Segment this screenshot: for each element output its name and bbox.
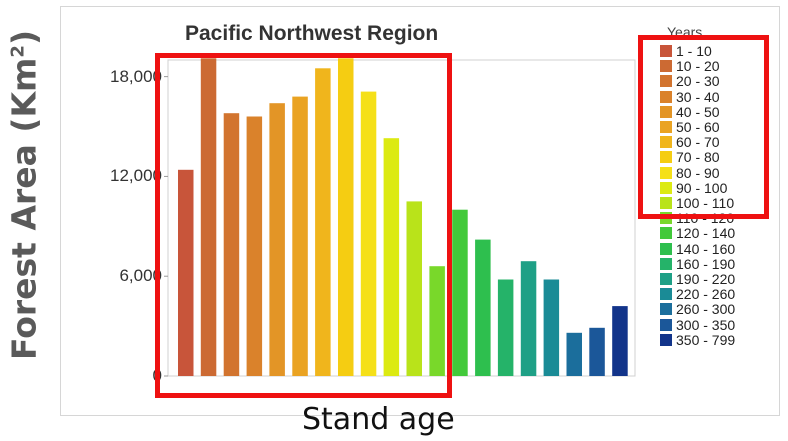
legend-item: 120 - 140 — [660, 226, 735, 240]
bar-60-70 — [315, 68, 331, 377]
legend-swatch — [660, 90, 672, 103]
legend-item: 1 - 10 — [660, 44, 712, 58]
legend-item: 140 - 160 — [660, 242, 735, 256]
bar-140-160 — [475, 239, 491, 376]
legend-swatch — [660, 105, 672, 118]
legend-label: 100 - 110 — [676, 195, 735, 211]
bar-70-80 — [338, 58, 354, 377]
bar-100-110 — [406, 201, 422, 376]
legend-swatch — [660, 60, 672, 73]
chart-title: Pacific Northwest Region — [185, 22, 439, 45]
legend-label: 50 - 60 — [676, 119, 720, 135]
x-axis-label: Stand age — [302, 402, 455, 437]
legend-label: 10 - 20 — [676, 58, 720, 75]
legend-swatch — [660, 227, 672, 240]
legend-swatch — [660, 151, 672, 164]
legend-label: 90 - 100 — [676, 179, 728, 196]
legend-label: 220 - 260 — [676, 286, 736, 303]
legend-label: 350 - 799 — [676, 331, 736, 348]
bar-30-40 — [246, 116, 263, 376]
legend-label: 30 - 40 — [676, 88, 720, 105]
legend-item: 220 - 260 — [660, 287, 735, 301]
y-tick-label: 12,000 — [110, 166, 162, 186]
legend-label: 160 - 190 — [676, 255, 736, 272]
legend-label: 80 - 90 — [676, 164, 720, 181]
legend-swatch — [660, 166, 672, 179]
legend-item: 70 - 80 — [660, 150, 720, 164]
legend-label: 300 - 350 — [676, 316, 736, 333]
legend-item: 260 - 300 — [660, 302, 735, 316]
legend-item: 50 - 60 — [660, 120, 720, 134]
legend-item: 350 - 799 — [660, 333, 735, 347]
y-tick-label: 6,000 — [119, 266, 162, 286]
legend-swatch — [660, 257, 672, 270]
bar-40-50 — [269, 103, 285, 376]
bar-1-10 — [178, 169, 194, 376]
legend-item: 40 - 50 — [660, 105, 720, 119]
legend-item: 160 - 190 — [660, 257, 735, 271]
legend-label: 260 - 300 — [676, 301, 736, 318]
legend-item: 110 - 120 — [660, 211, 734, 225]
legend-swatch — [660, 212, 672, 225]
legend-swatch — [660, 333, 672, 346]
legend-item: 80 - 90 — [660, 166, 720, 180]
legend-item: 60 - 70 — [660, 135, 720, 149]
legend-item: 100 - 110 — [660, 196, 734, 210]
legend-swatch — [660, 318, 672, 331]
bar-160-190 — [497, 279, 514, 376]
legend-label: 20 - 30 — [676, 73, 720, 90]
legend-swatch — [660, 303, 672, 316]
bar-220-260 — [543, 279, 560, 376]
legend-item: 300 - 350 — [660, 318, 735, 332]
legend-label: 190 - 220 — [676, 271, 736, 287]
legend-swatch — [660, 75, 672, 88]
legend-item: 20 - 30 — [660, 74, 720, 88]
bar-300-350 — [589, 327, 605, 376]
legend-item: 30 - 40 — [660, 90, 720, 104]
legend-swatch — [660, 45, 672, 57]
legend-swatch — [660, 288, 672, 301]
legend-item: 190 - 220 — [660, 272, 735, 286]
bar-90-100 — [383, 138, 400, 376]
legend-label: 120 - 140 — [676, 225, 736, 242]
legend-swatch — [660, 121, 672, 133]
legend-item: 10 - 20 — [660, 59, 720, 73]
bar-120-140 — [452, 209, 468, 376]
bar-50-60 — [292, 96, 308, 376]
bar-350-799 — [612, 306, 628, 376]
legend-label: 110 - 120 — [676, 210, 735, 227]
legend-swatch — [660, 181, 672, 194]
bar-80-90 — [360, 91, 377, 376]
legend-item: 90 - 100 — [660, 181, 727, 195]
y-tick-label: 0 — [152, 366, 162, 385]
legend-label: 140 - 160 — [676, 240, 736, 257]
legend-label: 70 - 80 — [676, 149, 720, 166]
legend-label: 1 - 10 — [676, 43, 712, 59]
legend-swatch — [660, 197, 672, 209]
legend-swatch — [660, 136, 672, 149]
bar-190-220 — [520, 261, 537, 376]
y-tick-label: 18,000 — [110, 66, 162, 86]
bar-10-20 — [200, 58, 217, 377]
legend-swatch — [660, 242, 672, 255]
bar-260-300 — [566, 332, 582, 376]
bar-110-120 — [429, 266, 445, 376]
plot-frame — [167, 59, 636, 377]
legend-label: 60 - 70 — [676, 134, 720, 151]
legend-label: 40 - 50 — [676, 103, 720, 120]
bar-20-30 — [223, 113, 240, 376]
legend-swatch — [660, 273, 672, 285]
